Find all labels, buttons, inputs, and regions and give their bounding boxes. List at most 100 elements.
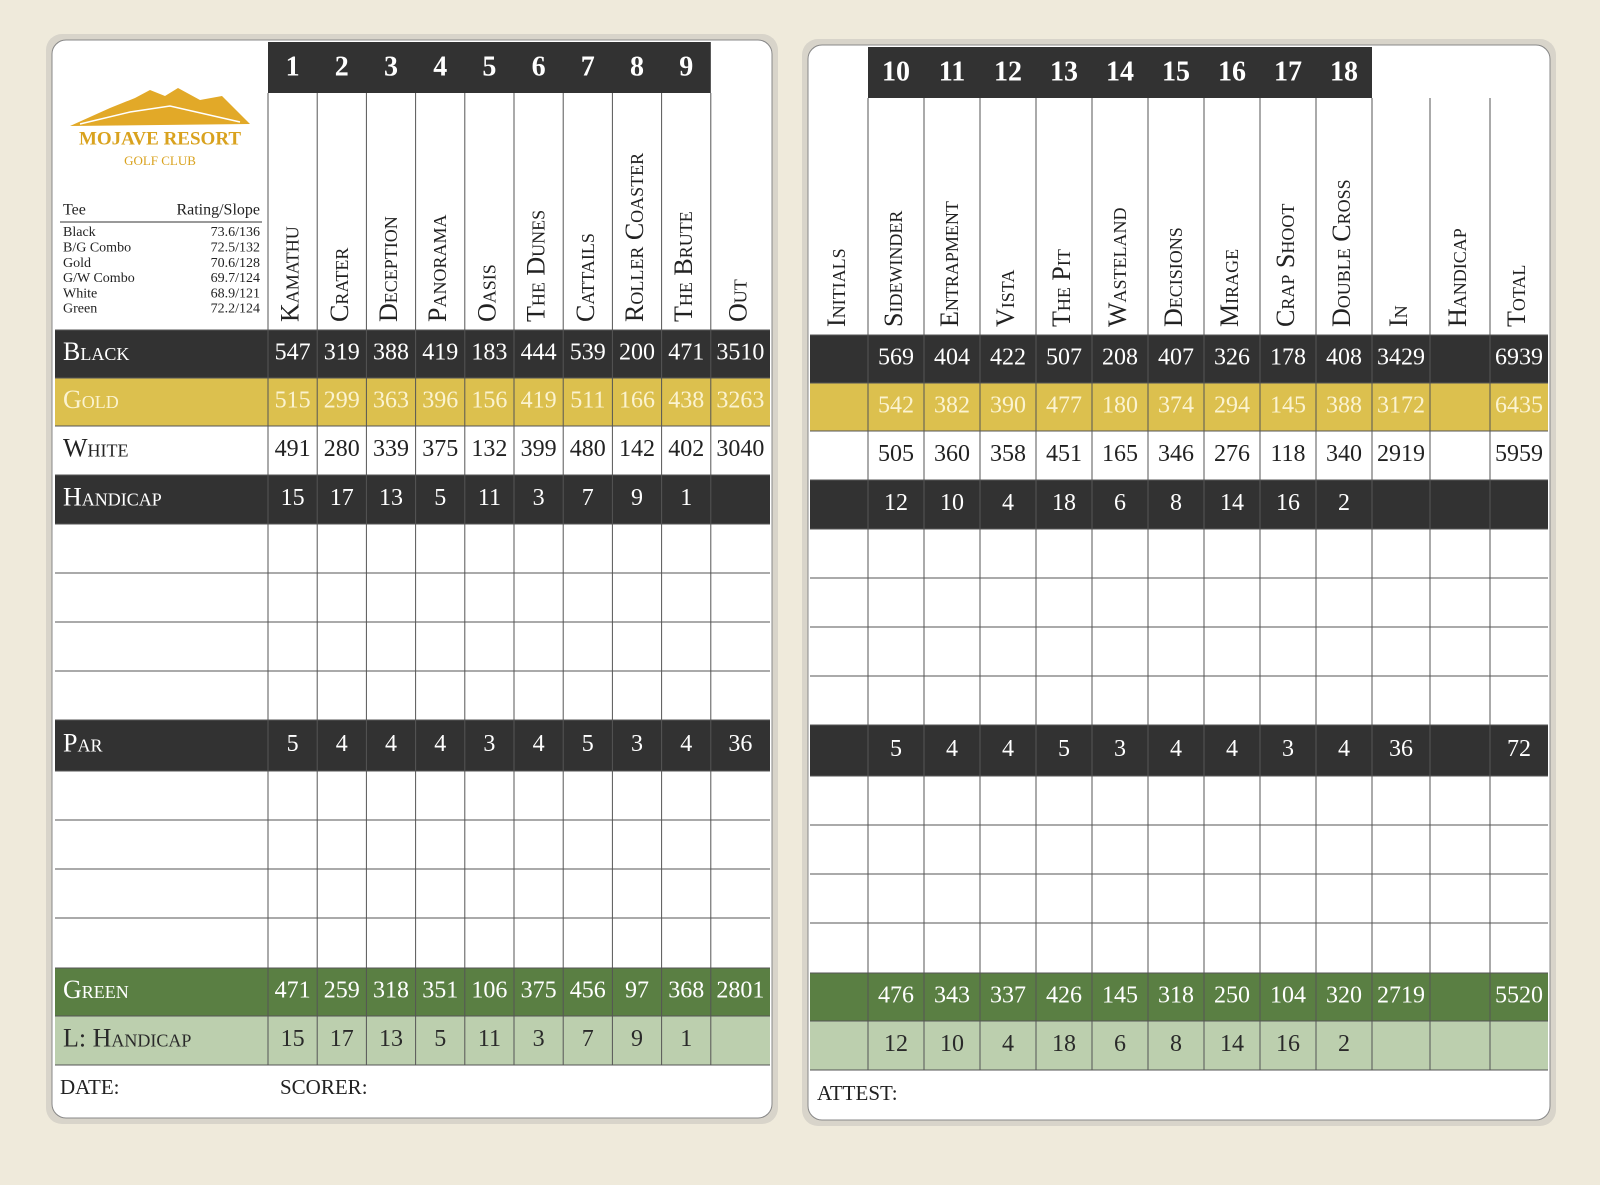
- cell-value: 10: [940, 490, 964, 516]
- hole-number: 2: [335, 51, 349, 82]
- cell-value: 3172: [1377, 393, 1425, 419]
- cell-value: 358: [990, 441, 1026, 467]
- hole-number-band: [268, 42, 711, 93]
- column-name: Oasis: [472, 264, 501, 322]
- cell-value: 318: [373, 978, 409, 1004]
- cell-value: 4: [1226, 736, 1238, 762]
- tee-header: Tee: [63, 202, 86, 219]
- cell-value: 471: [275, 978, 311, 1004]
- hole-number: 4: [433, 51, 447, 82]
- hole-number: 16: [1218, 56, 1246, 87]
- cell-value: 4: [946, 736, 958, 762]
- row-label: Par: [63, 728, 102, 757]
- cell-value: 326: [1214, 345, 1250, 371]
- row-fill: [55, 330, 770, 378]
- row-label: Handicap: [63, 482, 162, 511]
- column-name: Total: [1502, 265, 1531, 327]
- cell-value: 476: [878, 983, 914, 1009]
- cell-value: 6435: [1495, 393, 1543, 419]
- logo-name: MOJAVE RESORT: [79, 128, 241, 149]
- cell-value: 390: [990, 393, 1026, 419]
- cell-value: 11: [478, 485, 501, 511]
- tee-header: Rating/Slope: [176, 202, 260, 219]
- cell-value: 4: [1002, 736, 1014, 762]
- column-name: Cattails: [571, 233, 600, 322]
- cell-value: 3040: [716, 436, 764, 462]
- tee-name: Black: [63, 225, 96, 240]
- cell-value: 6: [1114, 490, 1126, 516]
- cell-value: 343: [934, 983, 970, 1009]
- cell-value: 451: [1046, 441, 1082, 467]
- cell-value: 408: [1326, 345, 1362, 371]
- cell-value: 276: [1214, 441, 1250, 467]
- footer-label: ATTEST:: [817, 1081, 898, 1105]
- cell-value: 17: [330, 485, 354, 511]
- cell-value: 12: [884, 1031, 908, 1057]
- cell-value: 3429: [1377, 345, 1425, 371]
- cell-value: 299: [324, 388, 360, 414]
- cell-value: 3: [533, 1026, 545, 1052]
- cell-value: 471: [668, 340, 704, 366]
- cell-value: 438: [668, 388, 704, 414]
- tee-name: Green: [63, 302, 97, 317]
- hole-number: 3: [384, 51, 398, 82]
- row-fill: [55, 720, 770, 771]
- tee-rating: 68.9/121: [211, 286, 260, 301]
- cell-value: 396: [422, 388, 458, 414]
- cell-value: 180: [1102, 393, 1138, 419]
- cell-value: 515: [275, 388, 311, 414]
- tee-name: G/W Combo: [63, 271, 135, 286]
- cell-value: 539: [570, 340, 606, 366]
- hole-number: 10: [882, 56, 910, 87]
- cell-value: 404: [934, 345, 970, 371]
- cell-value: 11: [478, 1026, 501, 1052]
- cell-value: 422: [990, 345, 1026, 371]
- cell-value: 3: [483, 731, 495, 757]
- cell-value: 368: [668, 978, 704, 1004]
- footer-label: DATE:: [60, 1075, 120, 1099]
- cell-value: 5520: [1495, 983, 1543, 1009]
- column-name: Sidewinder: [879, 211, 908, 327]
- row-fill: [810, 431, 1548, 480]
- hole-number-band: [868, 47, 1372, 98]
- cell-value: 5: [582, 731, 594, 757]
- hole-number: 7: [581, 51, 595, 82]
- cell-value: 104: [1270, 983, 1306, 1009]
- front-panel: [51, 39, 773, 1119]
- column-name: Vista: [991, 270, 1020, 327]
- cell-value: 18: [1052, 1031, 1076, 1057]
- column-name: Crater: [325, 248, 354, 322]
- cell-value: 14: [1220, 1031, 1244, 1057]
- cell-value: 3: [1282, 736, 1294, 762]
- cell-value: 145: [1102, 983, 1138, 1009]
- column-name: Decisions: [1159, 227, 1188, 327]
- logo-ridge: [79, 105, 241, 125]
- cell-value: 542: [878, 393, 914, 419]
- cell-value: 3: [533, 485, 545, 511]
- tee-rating: 73.6/136: [211, 225, 260, 240]
- cell-value: 165: [1102, 441, 1138, 467]
- cell-value: 444: [521, 340, 557, 366]
- cell-value: 477: [1046, 393, 1082, 419]
- row-fill: [810, 725, 1548, 776]
- footer-label: SCORER:: [280, 1075, 368, 1099]
- column-name: Mirage: [1215, 249, 1244, 327]
- cell-value: 375: [422, 436, 458, 462]
- cell-value: 402: [668, 436, 704, 462]
- cell-value: 208: [1102, 345, 1138, 371]
- cell-value: 145: [1270, 393, 1306, 419]
- column-name: The Brute: [669, 211, 698, 322]
- back-panel: [807, 44, 1551, 1121]
- tee-name: Gold: [63, 256, 91, 271]
- column-name: Crap Shoot: [1271, 204, 1300, 327]
- row-fill: [810, 335, 1548, 383]
- cell-value: 10: [940, 1031, 964, 1057]
- cell-value: 5: [1058, 736, 1070, 762]
- cell-value: 5: [434, 485, 446, 511]
- hole-number: 5: [482, 51, 496, 82]
- cell-value: 1: [680, 1026, 692, 1052]
- cell-value: 15: [281, 1026, 305, 1052]
- column-name: In: [1384, 305, 1413, 327]
- cell-value: 320: [1326, 983, 1362, 1009]
